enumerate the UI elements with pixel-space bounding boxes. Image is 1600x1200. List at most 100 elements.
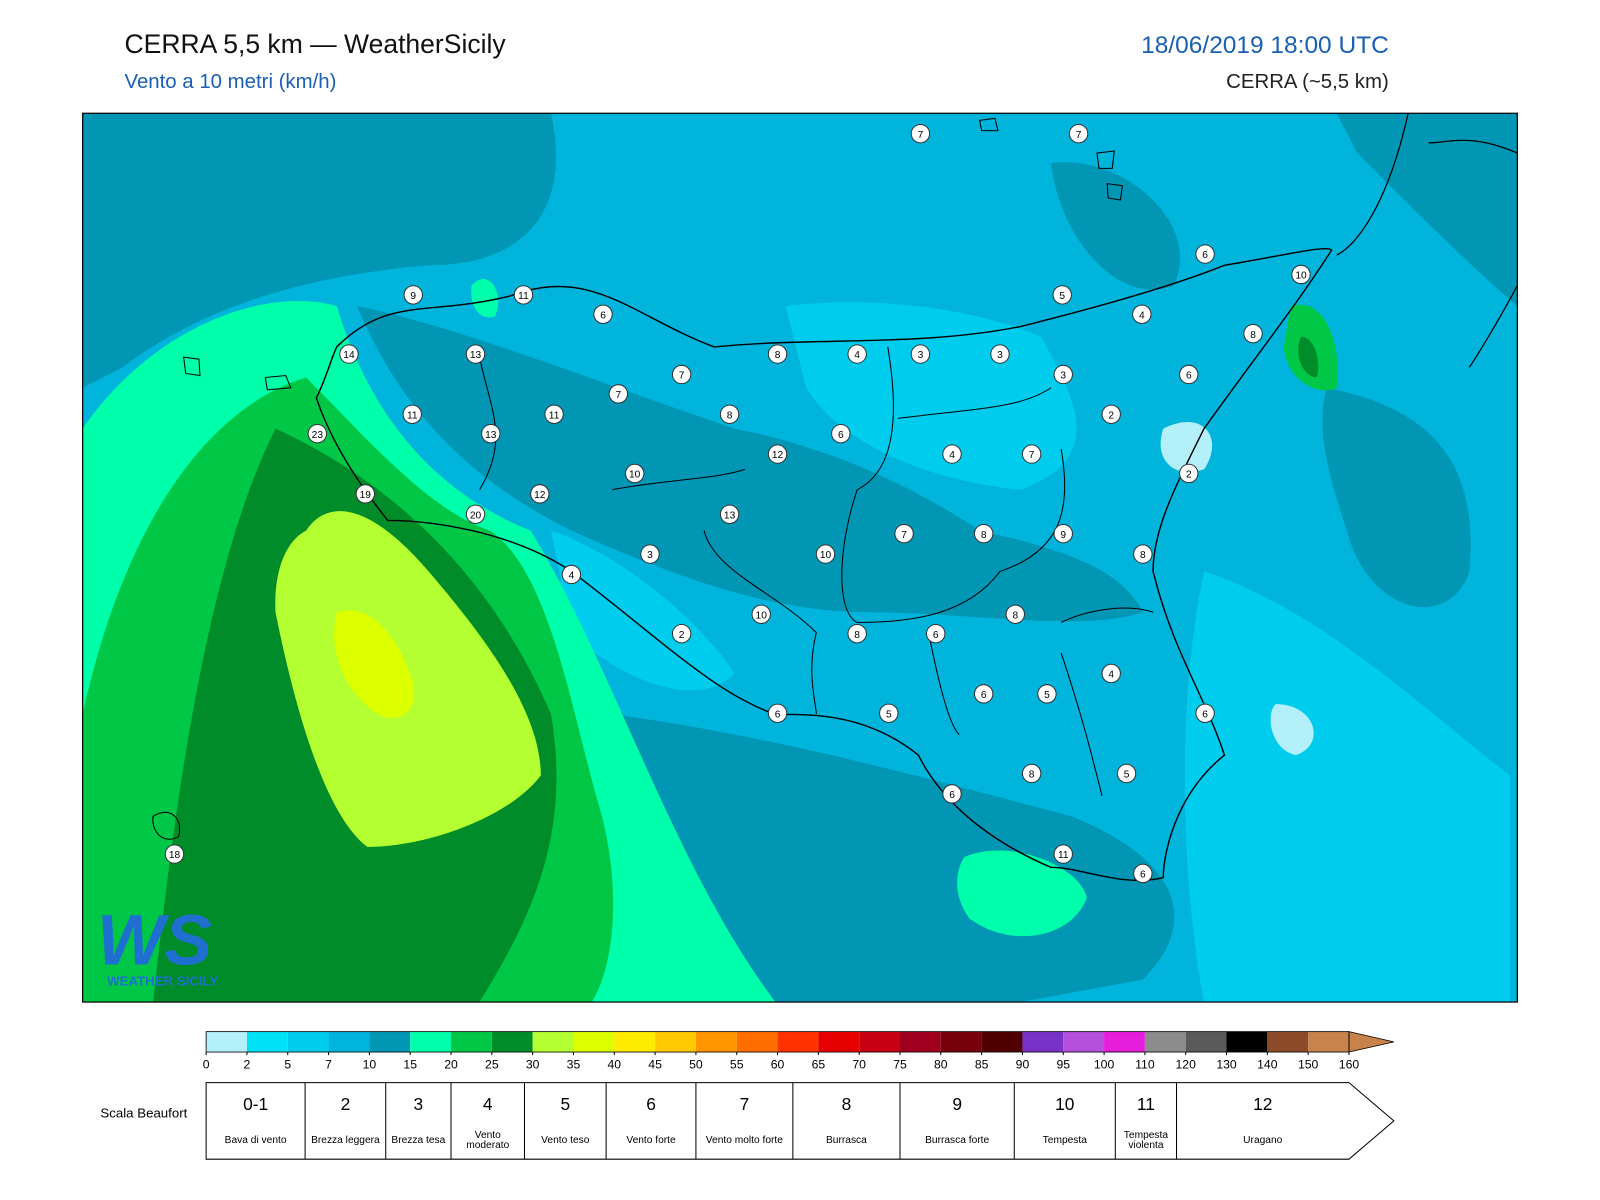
station-marker [815,544,836,564]
station-value: 13 [485,430,497,441]
beaufort-desc: Brezza leggera [311,1134,380,1146]
station-marker [973,523,994,544]
station-marker [831,423,851,444]
colorbar-swatch [287,1031,329,1053]
station-marker [544,404,564,424]
station-marker [751,604,771,624]
beaufort-force: 10 [1055,1094,1074,1114]
colorbar-swatch [614,1031,656,1053]
station-marker [1005,604,1025,624]
colorbar-swatch [532,1031,574,1053]
beaufort-force: 11 [1137,1094,1155,1114]
station-value: 23 [312,430,324,441]
station-marker [465,344,486,364]
station-marker [164,844,185,864]
beaufort-force: 8 [842,1094,852,1114]
beaufort-force: 2 [341,1094,351,1114]
colorbar-tick-label: 2 [244,1057,251,1071]
beaufort-desc: Tempesta violenta [1123,1129,1169,1152]
station-marker [1133,544,1153,564]
beaufort-desc: Vento teso [541,1134,590,1146]
colorbar-swatch [1226,1031,1268,1053]
colorbar-swatch [818,1031,860,1053]
colorbar-swatch [1104,1031,1145,1053]
beaufort-desc: Bava di vento [224,1134,287,1146]
station-marker [1291,264,1311,285]
colorbar-swatch [695,1031,737,1053]
colorbar-swatch [491,1031,533,1053]
station-value: 4 [1108,670,1114,681]
station-marker [1133,863,1153,884]
colorbar-tick-label: 100 [1094,1057,1115,1071]
station-value: 9 [410,291,416,302]
station-value: 11 [549,410,560,421]
colorbar-tick-label: 0 [203,1057,210,1071]
station-value: 6 [600,310,606,321]
station-marker [1021,444,1042,464]
beaufort-desc: Vento moderato [466,1129,510,1152]
station-value: 8 [981,530,987,541]
station-marker [625,463,645,484]
colorbar-swatch [736,1031,778,1053]
station-value: 6 [981,690,987,701]
station-value: 3 [1060,371,1066,382]
station-value: 7 [679,371,685,382]
station-value: 9 [1060,530,1066,541]
station-value: 4 [949,450,955,461]
beaufort-label: Scala Beaufort [100,1105,187,1120]
beaufort-desc: Uragano [1243,1134,1283,1146]
beaufort-scale: Scala Beaufort 0-1 Bava di vento 2 Brezza le… [100,1082,1395,1160]
station-value: 5 [1124,770,1130,781]
station-marker [926,623,946,644]
colorbar: 0 2 5 7 10 15 20 25 30 35 40 45 50 55 60 65 70 75 80 85 90 95… [203,1031,1394,1071]
colorbar-tick-label: 150 [1298,1057,1319,1071]
station-value: 2 [679,630,685,641]
station-marker [767,444,788,464]
beaufort-desc: Brezza tesa [391,1134,446,1146]
station-marker [894,523,914,544]
beaufort-desc-box: Vento moderato [466,1129,510,1152]
datetime: 18/06/2019 18:00 UTC [1141,32,1389,59]
colorbar-tick-label: 75 [893,1057,907,1071]
station-value: 13 [470,350,482,361]
colorbar-tick-label: 95 [1056,1057,1070,1071]
station-value: 6 [1140,870,1146,881]
station-value: 6 [949,790,955,801]
station-value: 6 [1202,250,1208,261]
station-marker [1132,304,1152,324]
station-marker [1053,844,1073,864]
station-value: 10 [1295,271,1307,282]
station-value: 18 [169,850,181,861]
colorbar-swatch [206,1031,247,1053]
colorbar-extend [1348,1031,1394,1053]
model: CERRA (~5,5 km) [1226,71,1389,93]
beaufort-desc: Tempesta [1042,1134,1087,1146]
colorbar-swatch [246,1031,288,1053]
station-marker [671,623,692,644]
station-marker [355,484,375,504]
station-marker [910,344,931,364]
beaufort-desc-box: Tempesta violenta [1123,1129,1169,1152]
station-marker [942,784,962,804]
station-value: 6 [775,709,781,720]
beaufort-desc-box: Vento forte [626,1135,675,1145]
colorbar-tick-label: 40 [607,1057,621,1071]
beaufort-force: 9 [952,1094,962,1114]
beaufort-desc-box: Uragano [1243,1134,1283,1146]
colorbar-tick-label: 60 [771,1057,785,1071]
beaufort-force: 5 [560,1094,570,1114]
beaufort-desc-box: Bava di vento [224,1134,287,1146]
beaufort-desc-box: Vento teso [541,1134,590,1146]
station-value: 6 [933,630,939,641]
station-value: 4 [1139,310,1145,321]
beaufort-desc-box: Burrasca [826,1135,867,1145]
station-marker [1101,404,1121,424]
colorbar-swatch [777,1031,819,1053]
colorbar-swatch [1063,1031,1105,1053]
station-marker [767,703,788,723]
colorbar-swatch [369,1031,411,1053]
station-marker [1021,763,1042,784]
colorbar-tick-label: 110 [1135,1057,1155,1071]
station-marker [671,364,692,385]
station-value: 2 [1108,410,1114,421]
